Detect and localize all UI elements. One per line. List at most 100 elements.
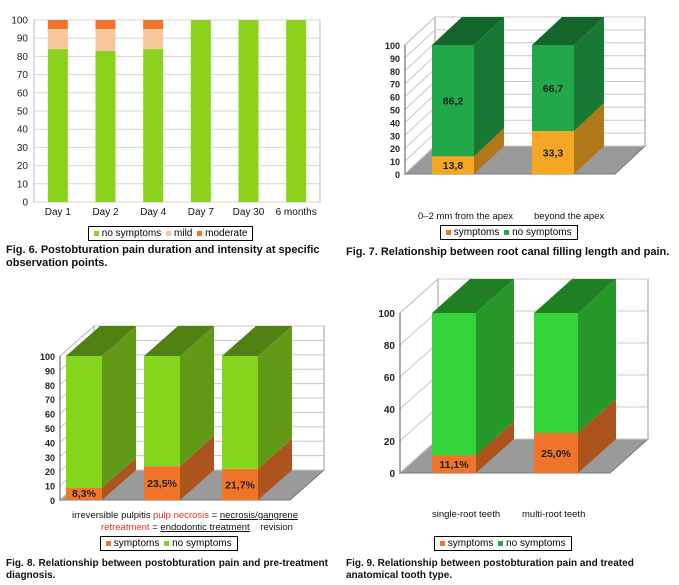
y-tick-label: 80 — [384, 341, 396, 352]
figure-6-caption: Fig. 6. Postobturation pain duration and… — [6, 244, 320, 269]
gridline — [404, 145, 436, 175]
y-tick-label: 50 — [17, 107, 29, 118]
bar-segment — [432, 313, 476, 456]
bar-segment — [432, 45, 474, 157]
data-label: 86,2 — [443, 96, 464, 108]
legend-label: no symptoms — [506, 538, 566, 549]
bar-side — [258, 326, 292, 469]
gridline — [404, 132, 436, 162]
x-tick-label: 6 months — [276, 207, 317, 218]
figure-8-caption: Fig. 8. Relationship between postobturat… — [6, 558, 328, 581]
label-part: endodontic treatment — [160, 522, 250, 533]
y-tick-label: 100 — [385, 41, 400, 51]
data-label: 8,3% — [72, 488, 97, 500]
legend-swatch — [94, 231, 99, 236]
bar-top — [432, 17, 504, 45]
legend-item-moderate: moderate — [197, 228, 247, 239]
bar-segment — [95, 20, 116, 30]
bar-segment — [66, 488, 102, 500]
y-tick-label: 90 — [390, 54, 400, 64]
gridline — [404, 81, 436, 110]
figure-7-xlabel-1: beyond the apex — [534, 211, 605, 222]
label-part: = — [208, 510, 220, 521]
legend-item-no-symptoms: no symptoms — [164, 538, 232, 549]
y-tick-label: 20 — [45, 467, 55, 477]
legend-item-symptoms: symptoms — [446, 227, 499, 238]
figure-9-xlabel-0: single-root teeth — [432, 509, 501, 520]
y-tick-label: 60 — [45, 410, 55, 420]
legend-swatch — [197, 231, 203, 236]
y-tick-label: 60 — [384, 373, 396, 384]
label-part: necrosis/gangrene — [219, 510, 298, 521]
y-tick-label: 10 — [45, 482, 55, 492]
legend-swatch — [166, 231, 172, 236]
y-tick-label: 20 — [390, 144, 400, 154]
legend-item-no-symptoms: no symptoms — [504, 227, 572, 238]
y-tick-label: 70 — [45, 395, 55, 405]
y-tick-label: 40 — [384, 405, 396, 416]
label-part: pulp necrosis — [153, 510, 209, 521]
bar-side — [476, 421, 514, 473]
y-tick-label: 70 — [17, 70, 29, 81]
legend-item-no-symptoms: no symptoms — [498, 538, 566, 549]
y-tick-label: 0 — [22, 198, 28, 209]
x-tick-label: Day 7 — [188, 207, 215, 218]
y-tick-label: 80 — [45, 381, 55, 391]
bar-side — [474, 17, 504, 157]
bar-side — [578, 279, 616, 433]
figure-7-caption: Fig. 7. Relationship between root canal … — [346, 246, 670, 258]
figure-8-xlabel-2: retreatment = endodontic treatment revis… — [101, 522, 293, 533]
legend-label: moderate — [205, 228, 248, 239]
bar-top — [432, 279, 514, 313]
y-tick-label: 100 — [378, 309, 395, 320]
figure-6-legend: no symptoms mild moderate — [88, 226, 254, 241]
figure-9-xlabel-1: multi-root teeth — [522, 509, 586, 520]
legend-item-symptoms: symptoms — [106, 538, 159, 549]
data-label: 66,7 — [543, 83, 564, 95]
data-label: 25,0% — [541, 448, 571, 460]
bar-side — [476, 279, 514, 456]
gridline — [399, 342, 439, 378]
y-tick-label: 40 — [45, 438, 55, 448]
data-label: 13,8 — [443, 160, 464, 172]
bar-segment — [432, 455, 476, 473]
legend-label: symptoms — [447, 538, 494, 549]
bar-segment — [144, 466, 180, 500]
bar-segment — [532, 45, 574, 132]
gridline — [404, 68, 436, 97]
y-tick-label: 30 — [17, 143, 29, 154]
y-tick-label: 80 — [390, 67, 400, 77]
y-tick-label: 20 — [17, 161, 29, 172]
bar-segment — [47, 49, 68, 203]
y-tick-label: 60 — [390, 93, 400, 103]
legend-swatch — [164, 541, 170, 546]
gridline — [404, 55, 436, 85]
y-tick-label: 30 — [390, 131, 400, 141]
legend-label: no symptoms — [101, 228, 162, 239]
x-tick-label: Day 4 — [140, 207, 167, 218]
legend-swatch — [504, 230, 510, 235]
bar-segment — [222, 468, 258, 500]
figure-9-chart: 0 20 40 60 80 100 11,1% 25,0% — [378, 277, 650, 480]
label-part: revision — [249, 522, 293, 533]
bar-top — [222, 326, 292, 356]
y-tick-label: 80 — [17, 52, 29, 63]
bar-top — [532, 17, 604, 45]
figure-7-chart: 0 10 20 30 40 50 60 70 80 90 100 13,8 86,2 33,3 66,7 — [385, 15, 647, 180]
figure-7-legend: symptoms no symptoms — [440, 225, 578, 240]
y-tick-label: 100 — [40, 352, 55, 362]
figure-7-xlabel-0: 0–2 mm from the apex — [418, 211, 514, 222]
bar-segment — [143, 29, 164, 50]
gridline — [59, 325, 95, 357]
data-label: 23,5% — [147, 478, 177, 490]
legend-item-mild: mild — [166, 228, 192, 239]
y-tick-label: 10 — [390, 157, 400, 167]
x-tick-label: Day 30 — [233, 207, 265, 218]
bar-segment — [66, 356, 102, 489]
bar-segment — [238, 20, 259, 202]
bar-side — [180, 436, 214, 500]
y-tick-label: 0 — [395, 170, 400, 180]
figure-9-caption: Fig. 9. Relationship between postobturat… — [346, 558, 634, 581]
bar-side — [474, 128, 504, 174]
legend-item-symptoms: symptoms — [440, 538, 493, 549]
